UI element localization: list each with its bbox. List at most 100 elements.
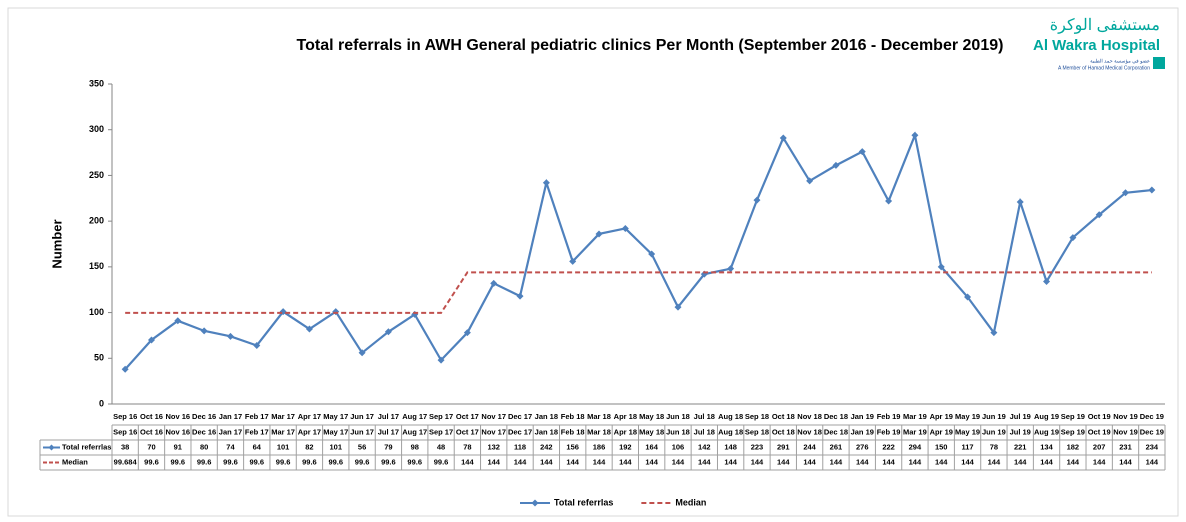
- table-cell: 134: [1040, 442, 1053, 451]
- logo-arabic: مستشفى الوكرة: [1050, 17, 1160, 34]
- x-tick-label: May 17: [323, 412, 348, 421]
- table-cell: 78: [990, 442, 998, 451]
- x-tick-label: Jul 18: [694, 412, 715, 421]
- series-line: [125, 271, 1152, 314]
- legend-label: Median: [675, 497, 706, 507]
- data-point: [226, 332, 234, 340]
- table-cell: 101: [330, 442, 343, 451]
- table-cell: 261: [830, 442, 843, 451]
- table-header: Feb 18: [561, 427, 585, 436]
- table-cell: 144: [856, 457, 869, 466]
- x-tick-label: May 19: [955, 412, 980, 421]
- table-cell: 99.6: [276, 457, 291, 466]
- x-tick-label: Nov 19: [1113, 412, 1138, 421]
- table-header: Apr 18: [614, 427, 637, 436]
- table-cell: 118: [514, 442, 526, 451]
- table-cell: 222: [882, 442, 895, 451]
- table-cell: 144: [514, 457, 527, 466]
- x-tick-label: Mar 18: [587, 412, 611, 421]
- table-cell: 144: [909, 457, 922, 466]
- table-cell: 144: [777, 457, 790, 466]
- table-header: Jan 18: [535, 427, 558, 436]
- table-cell: 156: [566, 442, 579, 451]
- table-cell: 144: [724, 457, 737, 466]
- table-row-label: Median: [62, 457, 88, 466]
- table-header: Dec 18: [824, 427, 848, 436]
- series-line: [124, 131, 1152, 370]
- table-cell: 244: [803, 442, 816, 451]
- table-cell: 144: [698, 457, 711, 466]
- y-tick-label: 50: [94, 353, 104, 363]
- table-header: Jan 19: [851, 427, 874, 436]
- data-point: [806, 177, 814, 185]
- table-cell: 79: [384, 442, 392, 451]
- table-header: Apr 19: [930, 427, 953, 436]
- data-point: [858, 148, 866, 156]
- table-cell: 223: [751, 442, 764, 451]
- table-cell: 291: [777, 442, 790, 451]
- y-tick-label: 0: [99, 398, 104, 408]
- x-tick-label: Nov 18: [797, 412, 822, 421]
- table-cell: 99.6: [328, 457, 343, 466]
- table-cell: 221: [1014, 442, 1027, 451]
- table-cell: 99.6: [302, 457, 317, 466]
- y-tick-label: 250: [89, 170, 104, 180]
- data-point: [1069, 234, 1077, 242]
- data-point: [832, 161, 840, 169]
- table-cell: 70: [147, 442, 155, 451]
- y-tick-label: 150: [89, 261, 104, 271]
- table-cell: 99.6: [144, 457, 159, 466]
- table-header: Aug 17: [402, 427, 427, 436]
- data-point: [885, 197, 893, 205]
- table-header: Oct 16: [140, 427, 163, 436]
- data-point: [595, 230, 603, 238]
- table-header: Oct 19: [1088, 427, 1111, 436]
- x-tick-label: Jan 18: [535, 412, 558, 421]
- table-header: Oct 17: [456, 427, 479, 436]
- table-header: Jun 19: [982, 427, 1006, 436]
- table-cell: 242: [540, 442, 553, 451]
- table-legend-marker: [48, 444, 55, 451]
- data-point: [384, 328, 392, 336]
- y-axis-label: Number: [49, 219, 64, 268]
- table-header: Aug 18: [718, 427, 743, 436]
- table-cell: 144: [988, 457, 1001, 466]
- x-tick-label: Jun 18: [666, 412, 690, 421]
- table-cell: 144: [1119, 457, 1132, 466]
- table-cell: 144: [830, 457, 843, 466]
- table-header: Sep 16: [113, 427, 137, 436]
- table-header: Dec 16: [192, 427, 216, 436]
- data-point: [147, 336, 155, 344]
- table-header: Nov 19: [1113, 427, 1138, 436]
- legend-label: Total referrlas: [554, 497, 613, 507]
- table-cell: 148: [724, 442, 737, 451]
- table-header: Oct 18: [772, 427, 795, 436]
- table-cell: 276: [856, 442, 869, 451]
- data-point: [1122, 189, 1130, 197]
- table-cell: 99.6: [171, 457, 186, 466]
- table-cell: 144: [961, 457, 974, 466]
- table-cell: 64: [253, 442, 262, 451]
- x-tick-label: Oct 18: [772, 412, 795, 421]
- table-cell: 144: [1014, 457, 1027, 466]
- x-tick-label: Aug 19: [1034, 412, 1059, 421]
- data-point: [1043, 277, 1051, 285]
- table-cell: 144: [566, 457, 579, 466]
- data-point: [753, 196, 761, 204]
- data-point: [1016, 198, 1024, 206]
- x-tick-label: Mar 17: [271, 412, 295, 421]
- table-cell: 144: [1040, 457, 1053, 466]
- table-cell: 144: [672, 457, 685, 466]
- table-cell: 98: [411, 442, 419, 451]
- table-header: Dec 19: [1140, 427, 1164, 436]
- table-cell: 82: [305, 442, 313, 451]
- data-point: [516, 292, 524, 300]
- x-tick-label: Jul 19: [1010, 412, 1031, 421]
- table-header: Jan 17: [219, 427, 242, 436]
- table-header: Nov 17: [481, 427, 506, 436]
- table-cell: 101: [277, 442, 290, 451]
- logo-arabic-member: عضو في مؤسسة حمد الطبية: [1090, 58, 1150, 64]
- x-tick-label: Aug 18: [718, 412, 743, 421]
- table-cell: 144: [540, 457, 553, 466]
